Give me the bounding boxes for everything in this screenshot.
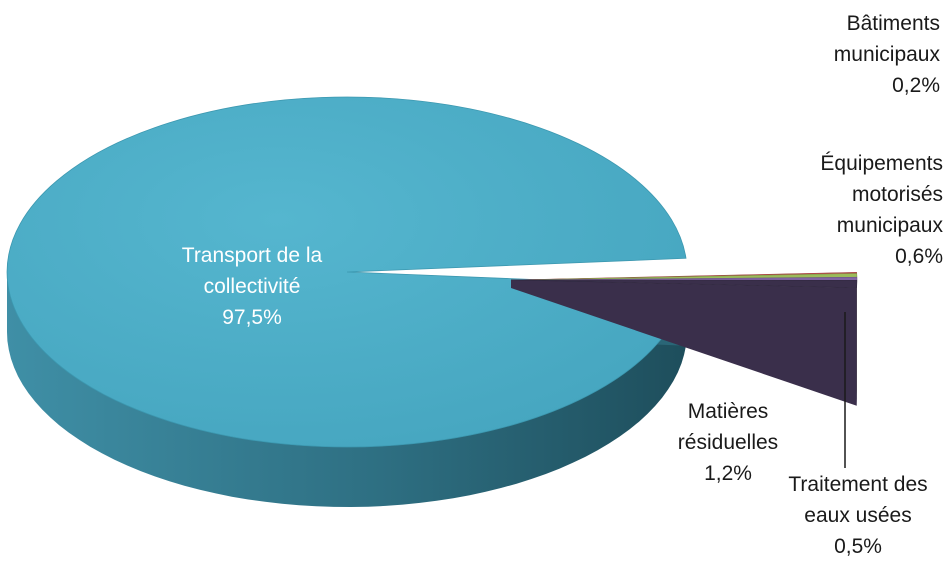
label-residuelles: Matières résiduelles 1,2%: [678, 400, 778, 485]
label-eaux-usees: Traitement des eaux usées 0,5%: [788, 473, 927, 558]
label-batiments-line: 0,2%: [892, 74, 940, 97]
label-batiments-line: Bâtiments: [847, 12, 940, 35]
label-equipements: Équipements motorisés municipaux 0,6%: [820, 152, 943, 268]
label-transport-line: Transport de la: [182, 244, 323, 267]
label-eaux-usees-line: Traitement des: [788, 473, 927, 496]
label-residuelles-line: résiduelles: [678, 431, 778, 454]
label-transport: Transport de la collectivité 97,5%: [182, 244, 323, 329]
slice-side-transport: [7, 272, 686, 507]
label-residuelles-line: Matières: [688, 400, 769, 423]
label-equipements-line: municipaux: [837, 214, 944, 237]
slice-transport: [6, 96, 687, 448]
label-residuelles-line: 1,2%: [704, 462, 752, 485]
label-equipements-line: 0,6%: [895, 245, 943, 268]
slice-4: [510, 279, 858, 288]
label-transport-line: 97,5%: [222, 306, 282, 329]
label-eaux-usees-line: 0,5%: [834, 535, 882, 558]
label-eaux-usees-line: eaux usées: [804, 504, 911, 527]
label-batiments: Bâtiments municipaux 0,2%: [834, 12, 941, 97]
label-equipements-line: motorisés: [852, 183, 943, 206]
slice-cutface-residuelles: [511, 280, 857, 406]
pie-slices: [6, 96, 858, 507]
label-transport-line: collectivité: [204, 275, 301, 298]
label-equipements-line: Équipements: [820, 152, 943, 175]
label-batiments-line: municipaux: [834, 43, 941, 66]
slice-labels: Transport de la collectivité 97,5% Bâtiment…: [182, 12, 944, 558]
